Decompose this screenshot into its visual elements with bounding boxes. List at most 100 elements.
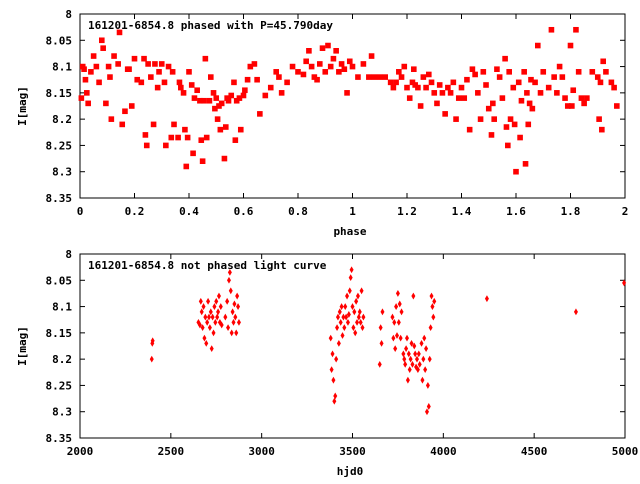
phased-data-point	[567, 42, 574, 49]
unphased-data-point	[429, 292, 434, 300]
phased-data-point	[186, 69, 192, 75]
unphased-data-point	[377, 361, 382, 368]
phased-data-point	[450, 79, 457, 86]
unphased-data-point	[622, 279, 627, 287]
phased-plot-title: 161201-6854.8 phased with P=45.790day	[88, 19, 333, 32]
unphased-data-point	[355, 292, 360, 300]
phased-data-point	[152, 61, 158, 67]
unphased-data-point	[233, 313, 238, 321]
phased-data-point	[390, 84, 397, 91]
unphased-data-point	[417, 361, 422, 368]
phased-data-point	[575, 69, 582, 75]
unphased-data-point	[215, 313, 220, 321]
phased-data-point	[247, 63, 254, 70]
phased-data-point	[510, 84, 517, 91]
unphased-data-point	[573, 308, 578, 316]
unphased-data-point	[421, 355, 426, 363]
phased-xtick-label: 0.4	[179, 205, 199, 218]
unphased-data-point	[358, 318, 363, 326]
phased-ytick-label: 8.1	[52, 61, 72, 74]
unphased-data-point	[428, 324, 433, 331]
unphased-data-point	[395, 332, 400, 339]
unphased-data-point	[236, 303, 241, 310]
phased-data-point	[494, 66, 500, 72]
phased-data-point	[511, 121, 518, 128]
unphased-xtick-label: 2000	[67, 445, 94, 458]
phased-data-point	[138, 79, 145, 86]
unphased-data-point	[212, 303, 217, 310]
phased-data-point	[111, 53, 117, 59]
phased-data-point	[119, 121, 126, 128]
unphased-data-point	[355, 318, 360, 326]
phased-data-point	[491, 116, 497, 122]
phased-data-point	[191, 95, 198, 101]
phased-data-point	[107, 74, 113, 80]
phased-data-point	[267, 84, 274, 91]
phased-ytick-label: 8.2	[52, 113, 72, 126]
phased-ytick-label: 8.35	[46, 192, 73, 205]
unphased-data-point	[229, 329, 234, 337]
phased-xtick-label: 1	[349, 205, 356, 218]
phased-data-point	[439, 90, 446, 96]
phased-ytick-label: 8.3	[52, 166, 72, 179]
unphased-data-point	[218, 303, 223, 310]
unphased-data-point	[234, 329, 239, 337]
unphased-data-point	[392, 318, 397, 326]
phased-data-point	[122, 108, 128, 115]
unphased-data-point	[333, 392, 338, 400]
phased-data-point	[143, 142, 150, 149]
unphased-data-point	[205, 318, 210, 326]
phased-data-point	[88, 69, 94, 75]
unphased-data-point	[226, 276, 231, 284]
phased-xtick-label: 1.4	[452, 205, 472, 218]
unphased-data-point	[412, 342, 417, 350]
phased-data-point	[90, 53, 97, 59]
unphased-data-point	[391, 334, 396, 342]
phased-data-point	[184, 134, 191, 141]
phased-data-point	[387, 79, 394, 86]
unphased-data-point	[202, 334, 207, 342]
phased-data-point	[126, 66, 132, 72]
unphased-data-point	[231, 318, 236, 326]
unphased-plot: 2000 2500 3000 3500 4000 4500 5000 8 8.05 8.1 8.15…	[16, 248, 638, 478]
unphased-ytick-label: 8	[65, 248, 72, 261]
phased-data-point	[366, 74, 372, 80]
phased-data-point	[206, 97, 213, 104]
phased-data-point	[524, 90, 530, 96]
phased-data-point	[614, 103, 620, 109]
unphased-data-point	[329, 366, 334, 374]
phased-xtick-label: 0.8	[288, 205, 308, 218]
phased-ytick-label: 8.15	[46, 87, 73, 100]
phased-data-point	[218, 100, 225, 107]
phased-data-point	[222, 124, 229, 130]
phased-data-point	[182, 126, 188, 133]
phased-plot: 0 0.2 0.4 0.6 0.8 1 1.2 1.4 1.6 1.8 2 8 8.05 8.1 8.15 8…	[16, 8, 628, 238]
unphased-data-point	[424, 345, 429, 353]
phased-data-point	[556, 63, 563, 70]
unphased-data-point	[360, 324, 365, 331]
phased-data-point	[240, 92, 247, 99]
phased-data-point	[518, 97, 525, 104]
unphased-data-point	[408, 355, 413, 363]
phased-data-point	[276, 74, 282, 80]
phased-data-point	[554, 90, 560, 96]
phased-data-point	[150, 121, 157, 128]
phased-data-point	[262, 92, 269, 99]
unphased-data-point	[419, 339, 424, 347]
phased-data-point	[368, 53, 375, 59]
phased-data-point	[477, 116, 484, 122]
phased-data-point	[559, 74, 566, 80]
phased-data-point	[401, 63, 408, 70]
phased-data-point	[183, 163, 190, 170]
unphased-data-point	[395, 290, 400, 297]
unphased-data-point	[208, 308, 213, 316]
unphased-data-point	[431, 313, 436, 321]
phased-xtick-label: 0.2	[125, 205, 145, 218]
unphased-data-point	[484, 295, 489, 303]
phased-data-point	[82, 76, 89, 83]
phased-data-point	[338, 61, 345, 67]
phased-data-point	[303, 58, 309, 65]
unphased-data-point	[354, 297, 359, 305]
phased-data-point	[570, 87, 577, 94]
phased-data-point	[596, 116, 602, 122]
